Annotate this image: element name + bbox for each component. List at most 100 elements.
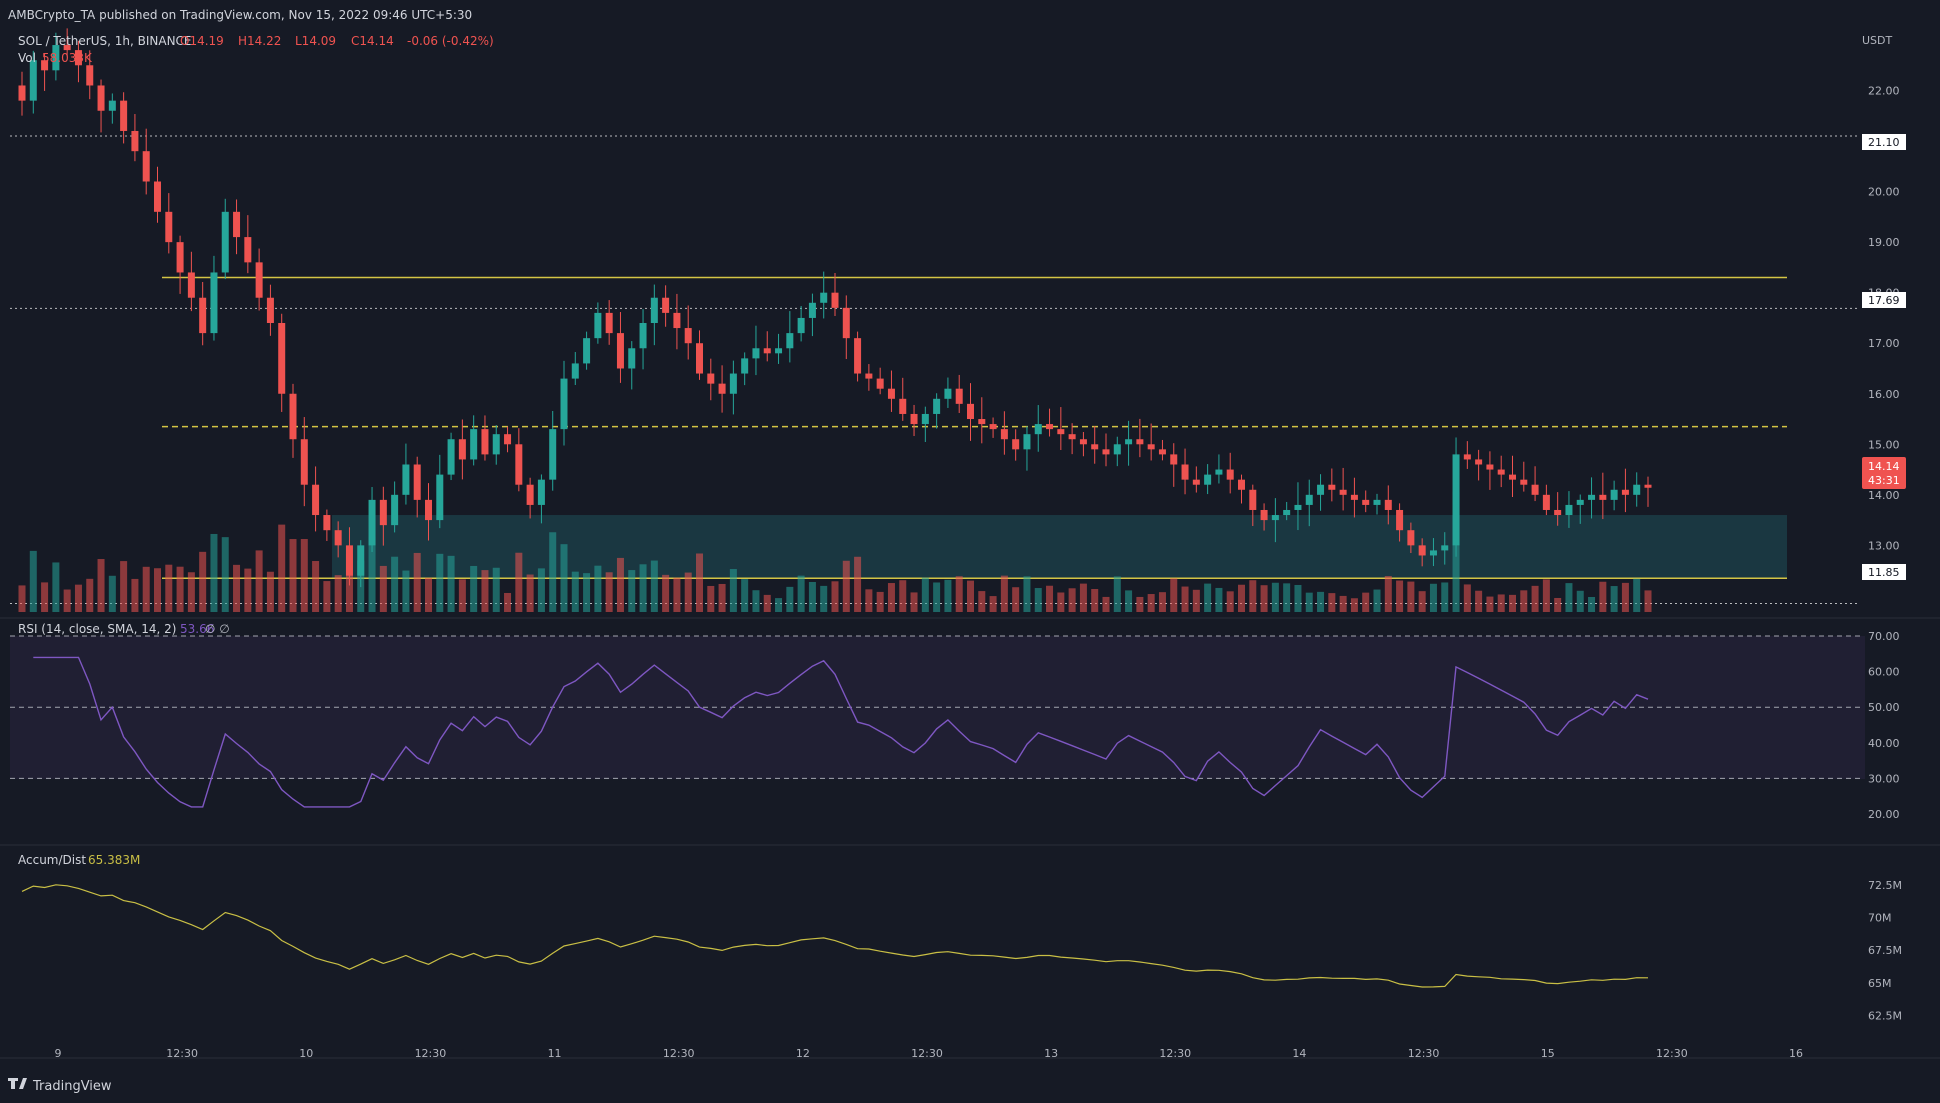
volume-bar [1588,596,1596,612]
time-tick-label: 9 [55,1047,62,1060]
volume-bar [594,565,602,612]
time-axis[interactable]: 9 12:30 10 12:30 11 12:30 12 12:30 13 12:30 14 12:3… [55,1047,1804,1060]
candle-body [695,343,704,374]
volume-bar [74,584,82,612]
time-tick-label: 12:30 [1656,1047,1688,1060]
candle-body [1486,464,1494,470]
volume-bar [1204,583,1212,612]
volume-bar [966,580,975,612]
volume-bar [52,562,60,612]
volume-bar [1396,580,1404,612]
change-value: -0.06 (-0.42%) [407,34,494,48]
candle-body [1396,509,1404,531]
low-value: L14.09 [295,34,336,48]
candle-body [1565,504,1573,516]
candle-body [639,323,647,349]
volume-bar [1294,584,1302,612]
volume-bar [842,560,850,612]
price-tick-label: 13.00 [1868,539,1900,552]
volume-bar [436,553,444,612]
candle-body [413,464,421,500]
tradingview-brand: TradingView [32,1079,112,1094]
volume-bar [549,532,557,612]
candle-body [470,429,478,460]
price-axis[interactable]: 22.0020.0019.0018.0017.0016.0015.0014.00… [1868,85,1902,1023]
candle-body [797,317,805,334]
ad-line [21,884,1649,988]
volume-bar [1305,592,1313,612]
volume-bar [707,585,715,612]
volume-bar [142,566,150,612]
price-tick-label: 17.00 [1868,337,1900,350]
level-tag-17-69 [1862,292,1906,308]
level-tag-21-10-text: 21.10 [1868,136,1900,149]
price-tick-label: 16.00 [1868,388,1900,401]
candle-body [1305,494,1313,505]
candle-body [989,424,997,430]
candle-body [1339,489,1347,495]
currency-label: USDT [1862,34,1893,47]
volume-bar [1068,588,1076,612]
volume-bar [187,572,195,612]
candle-body [289,393,297,440]
volume-bar [233,564,241,612]
volume-bar [876,591,884,612]
volume-bar [447,555,455,612]
volume-bar [1113,576,1121,612]
volume-bar [1520,590,1528,612]
volume-bar [1271,582,1279,612]
volume-bar [1531,585,1539,612]
countdown: 43:31 [1868,474,1900,487]
candle-body [1113,444,1121,455]
volume-bar [1260,585,1268,612]
candle-body [52,45,60,71]
volume-bar [887,583,895,612]
candle-body [402,464,410,495]
tradingview-logo[interactable]: TradingView [8,1078,112,1094]
volume-bar [1599,581,1607,612]
last-price-tag [1862,457,1906,489]
volume-bar [1192,589,1200,612]
candle-body [1463,454,1471,460]
candle-body [86,65,94,86]
volume-bar [413,552,421,612]
volume-bar [1091,589,1099,612]
candle-body [29,60,37,101]
candle-body [662,297,670,313]
volume-bar [865,589,873,612]
candle-body [605,312,613,334]
candle-body [74,50,82,66]
rsi-tick-label: 60.00 [1868,666,1900,679]
candle-body [18,85,26,101]
rsi-value: 53.66 [180,622,214,636]
candle-body [312,484,320,516]
rsi-extra: ∅ ∅ [205,622,230,636]
candle-body [1023,434,1031,450]
rsi-tick-label: 70.00 [1868,630,1900,643]
candle-body [63,45,71,51]
volume-bar [583,573,591,612]
volume-bar [921,577,929,612]
volume-bar [560,544,568,612]
candle-body [1441,545,1449,551]
volume-bar [120,561,128,612]
candle-body [887,388,895,399]
symbol-title[interactable]: SOL / TetherUS, 1h, BINANCE [18,34,192,48]
volume-bar [1170,578,1178,612]
candle-body [165,211,173,243]
volume-label[interactable]: Vol [18,51,36,65]
rsi-title[interactable]: RSI (14, close, SMA, 14, 2) [18,622,176,636]
volume-bar [1429,583,1437,612]
candle-body [842,307,850,339]
level-tag-11-85 [1862,564,1906,580]
volume-bar [1057,592,1065,612]
candle-body [1204,474,1212,485]
price-tick-label: 14.00 [1868,489,1900,502]
volume-bar [199,551,207,612]
ad-title[interactable]: Accum/Dist [18,853,86,867]
volume-value: 58.033K [42,51,93,65]
candle-body [447,439,455,475]
candle-body [1136,439,1144,445]
